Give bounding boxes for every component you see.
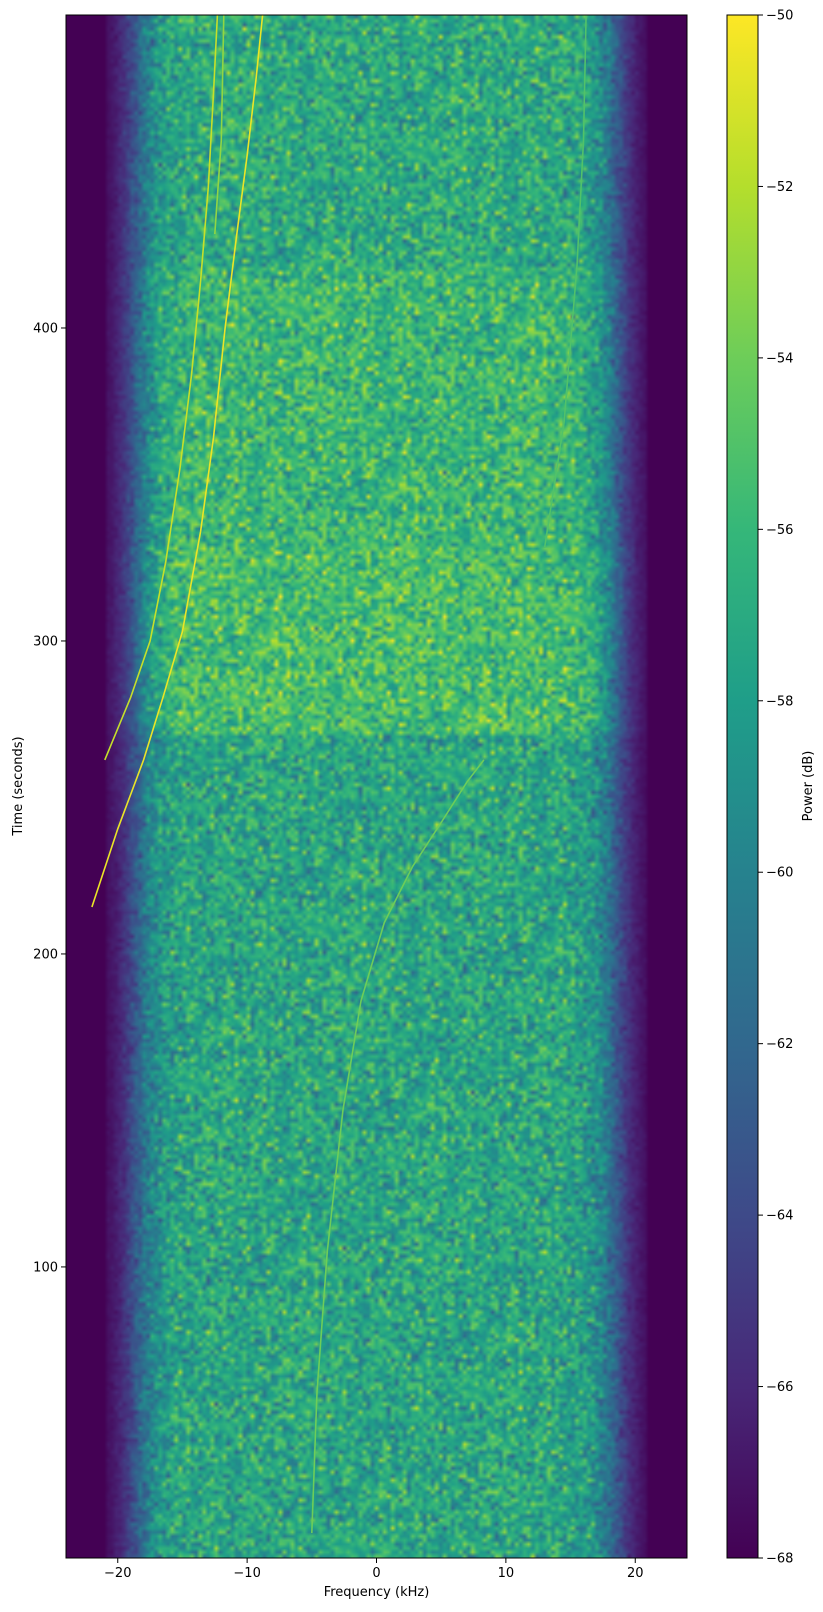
colorbar-ticks: −68 −66 −64 −62 −60 −58 −56 −54 −52 −50	[758, 9, 793, 1567]
colorbar-tick-label: −58	[766, 694, 793, 709]
colorbar-tick-label: −62	[766, 1037, 793, 1052]
x-tick-label: 0	[372, 1566, 380, 1581]
y-axis-label: Time (seconds)	[11, 736, 26, 836]
colorbar-tick-label: −50	[766, 9, 793, 24]
plot-area	[66, 15, 687, 1558]
signal-track-1	[91, 14, 264, 908]
x-tick-label: 20	[627, 1566, 644, 1581]
colorbar-tick-label: −60	[766, 866, 793, 881]
colorbar-tick-label: −52	[766, 180, 793, 195]
signal-tracks-layer	[91, 14, 587, 1534]
colorbar-tick-label: −54	[766, 351, 793, 366]
colorbar: −68 −66 −64 −62 −60 −58 −56 −54 −52 −50 Power (dB…	[726, 9, 816, 1567]
colorbar-tick-label: −68	[766, 1552, 793, 1567]
colorbar-tick-label: −66	[766, 1380, 793, 1395]
signal-track-3	[311, 759, 485, 1534]
x-tick-label: −10	[233, 1566, 260, 1581]
x-tick-label: −20	[104, 1566, 131, 1581]
y-tick-label: 100	[33, 1260, 58, 1275]
colorbar-tick-label: −56	[766, 523, 793, 538]
y-axis: 100 200 300 400	[33, 321, 66, 1275]
colorbar-tick-label: −64	[766, 1209, 793, 1224]
x-axis-label: Frequency (kHz)	[324, 1585, 430, 1600]
x-tick-label: 10	[498, 1566, 515, 1581]
y-tick-label: 200	[33, 947, 58, 962]
colorbar-gradient	[726, 14, 759, 1559]
signal-track-4	[214, 14, 225, 235]
spectrogram-heatmap	[66, 15, 687, 1558]
colorbar-label: Power (dB)	[801, 751, 816, 822]
y-tick-label: 300	[33, 634, 58, 649]
x-axis: −20 −10 0 10 20	[104, 1558, 644, 1581]
signal-track-2	[104, 14, 219, 761]
signal-track-5	[543, 14, 587, 548]
y-tick-label: 400	[33, 321, 58, 336]
